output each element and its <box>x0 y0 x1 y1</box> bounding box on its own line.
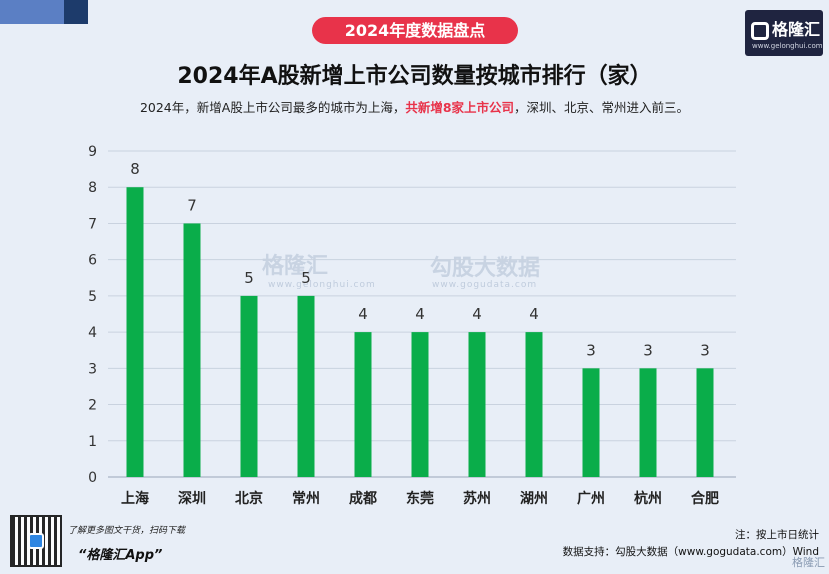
bar-value-label: 5 <box>301 269 311 287</box>
year-review-badge: 2024年度数据盘点 <box>312 17 518 44</box>
bar-东莞 <box>411 332 429 477</box>
bar-杭州 <box>639 368 657 477</box>
watermark-gogu-url: www.gogudata.com <box>432 280 538 290</box>
chart-title: 2024年A股新增上市公司数量按城市排行（家） <box>177 64 652 89</box>
x-category-label: 湖州 <box>520 491 548 507</box>
bar-常州 <box>297 295 315 477</box>
x-category-label: 常州 <box>292 490 320 507</box>
bar-value-label: 4 <box>358 305 368 323</box>
x-category-label: 东莞 <box>406 490 434 507</box>
bar-成都 <box>354 332 372 477</box>
brand-logo: 格隆汇 www.gelonghui.com <box>745 10 823 56</box>
chart-subtitle: 2024年，新增A股上市公司最多的城市为上海，共新增8家上市公司，深圳、北京、常… <box>0 97 829 116</box>
logo-url: www.gelonghui.com <box>752 42 823 50</box>
bar-合肥 <box>696 368 714 477</box>
bar-value-label: 3 <box>700 341 710 359</box>
subtitle-highlight: 共新增8家上市公司 <box>405 100 515 115</box>
y-tick-label: 2 <box>88 398 97 414</box>
x-category-label: 北京 <box>235 490 263 507</box>
bar-湖州 <box>525 332 543 477</box>
x-category-label: 深圳 <box>178 490 206 507</box>
y-tick-label: 9 <box>88 144 97 160</box>
bar-苏州 <box>468 332 486 477</box>
y-tick-label: 8 <box>88 180 97 196</box>
download-tip: 了解更多图文干货，扫码下载 <box>68 526 186 536</box>
y-tick-label: 3 <box>88 361 97 377</box>
bar-value-label: 7 <box>187 196 197 214</box>
bar-上海 <box>126 187 144 477</box>
qr-code[interactable] <box>10 515 62 567</box>
data-source: 数据支持：勾股大数据（www.gogudata.com）Wind <box>562 546 819 558</box>
y-tick-label: 5 <box>88 289 97 305</box>
bar-value-label: 4 <box>529 305 539 323</box>
bar-value-label: 5 <box>244 269 254 287</box>
x-category-label: 广州 <box>577 490 605 507</box>
corner-decoration <box>0 0 88 24</box>
x-category-label: 合肥 <box>691 490 719 507</box>
bar-value-label: 3 <box>643 341 653 359</box>
subtitle-post: ，深圳、北京、常州进入前三。 <box>514 100 690 115</box>
bar-深圳 <box>183 223 201 477</box>
logo-name: 格隆汇 <box>772 20 821 39</box>
x-category-label: 苏州 <box>463 490 491 507</box>
y-tick-label: 6 <box>88 253 97 269</box>
bar-广州 <box>582 368 600 477</box>
x-category-label: 杭州 <box>634 490 662 507</box>
bar-value-label: 8 <box>130 160 140 178</box>
footnote: 注：按上市日统计 <box>735 529 819 541</box>
y-tick-label: 0 <box>88 470 97 486</box>
y-tick-label: 7 <box>88 216 97 232</box>
x-category-label: 上海 <box>121 490 149 507</box>
bar-value-label: 3 <box>586 341 596 359</box>
app-name: “格隆汇App” <box>78 548 163 563</box>
subtitle-pre: 2024年，新增A股上市公司最多的城市为上海， <box>139 100 406 115</box>
logo-icon <box>751 21 769 40</box>
y-tick-label: 1 <box>88 434 97 450</box>
watermark-gelonghui-url: www.gelonghui.com <box>268 280 376 290</box>
corner-watermark: 格隆汇 <box>792 556 825 569</box>
bar-北京 <box>240 295 258 477</box>
bar-value-label: 4 <box>415 305 425 323</box>
bar-value-label: 4 <box>472 305 482 323</box>
watermark-gelonghui: 格隆汇 <box>262 254 329 279</box>
y-tick-label: 4 <box>88 325 97 341</box>
x-category-label: 成都 <box>349 490 377 507</box>
